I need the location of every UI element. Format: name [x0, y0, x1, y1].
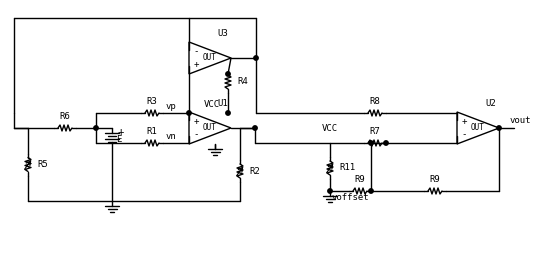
- Text: R7: R7: [369, 127, 380, 136]
- Text: +: +: [193, 60, 199, 69]
- Text: U3: U3: [218, 29, 229, 38]
- Circle shape: [254, 56, 258, 60]
- Text: E: E: [116, 136, 121, 145]
- Circle shape: [226, 72, 230, 76]
- Text: -: -: [193, 130, 199, 139]
- Circle shape: [369, 189, 373, 193]
- Text: R8: R8: [369, 97, 380, 106]
- Text: +: +: [461, 117, 467, 126]
- Text: VCC: VCC: [204, 100, 220, 109]
- Text: -: -: [461, 130, 467, 139]
- Text: R3: R3: [147, 97, 157, 106]
- Text: OUT: OUT: [471, 123, 485, 132]
- Text: R1: R1: [147, 127, 157, 136]
- Circle shape: [253, 126, 257, 130]
- Text: OUT: OUT: [203, 123, 217, 132]
- Text: voffset: voffset: [332, 193, 369, 202]
- Circle shape: [187, 111, 191, 115]
- Text: R2: R2: [249, 166, 260, 176]
- Text: OUT: OUT: [203, 54, 217, 62]
- Text: -: -: [193, 47, 199, 56]
- Text: R4: R4: [237, 78, 248, 86]
- Circle shape: [369, 141, 373, 145]
- Text: U1: U1: [218, 99, 229, 108]
- Text: vn: vn: [166, 132, 177, 141]
- Text: vp: vp: [166, 102, 177, 111]
- Text: R6: R6: [60, 112, 70, 121]
- Text: R11: R11: [339, 163, 355, 172]
- Text: VCC: VCC: [322, 124, 338, 133]
- Circle shape: [384, 141, 388, 145]
- Text: +: +: [193, 117, 199, 126]
- Text: R5: R5: [37, 160, 48, 169]
- Circle shape: [94, 126, 98, 130]
- Circle shape: [328, 189, 332, 193]
- Circle shape: [497, 126, 501, 130]
- Text: R9: R9: [355, 175, 366, 184]
- Text: vout: vout: [510, 116, 532, 125]
- Text: +: +: [117, 127, 123, 137]
- Text: U2: U2: [486, 99, 496, 108]
- Text: R9: R9: [430, 175, 441, 184]
- Circle shape: [226, 111, 230, 115]
